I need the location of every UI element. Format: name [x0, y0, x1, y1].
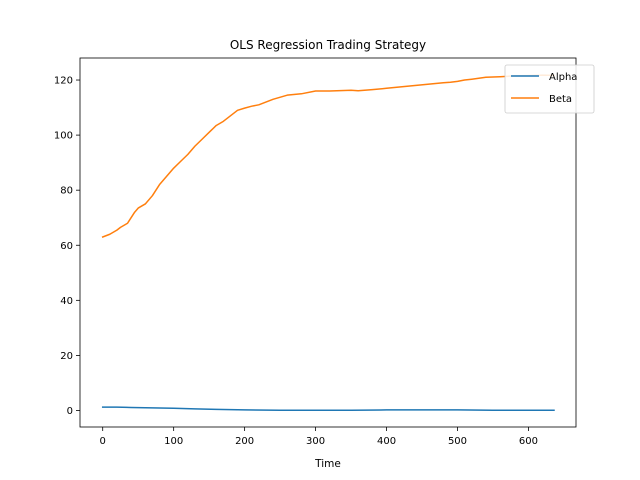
legend-box: [504, 64, 595, 114]
legend-label-alpha: Alpha: [549, 72, 577, 83]
axes-frame: [79, 57, 577, 428]
x-tick-label: 0: [100, 436, 106, 447]
y-tick-label: 100: [54, 131, 73, 142]
x-tick-label: 200: [235, 436, 254, 447]
legend-label-beta: Beta: [549, 94, 572, 105]
legend: Alpha Beta: [504, 64, 595, 114]
y-tick-label: 0: [67, 406, 73, 417]
y-axis: 0 20 40 60 80 100 120: [54, 76, 80, 417]
x-axis: 0 100 200 300 400 500 600: [100, 427, 538, 447]
x-tick-label: 600: [519, 436, 538, 447]
x-tick-label: 500: [448, 436, 467, 447]
y-tick-label: 80: [60, 186, 73, 197]
plot-area: [101, 74, 555, 411]
chart-title: OLS Regression Trading Strategy: [230, 38, 426, 52]
y-tick-label: 120: [54, 76, 73, 87]
y-tick-label: 40: [60, 296, 73, 307]
y-tick-label: 20: [60, 351, 73, 362]
x-tick-label: 100: [164, 436, 183, 447]
series-line-beta: [101, 74, 555, 238]
x-tick-label: 300: [306, 436, 325, 447]
x-axis-label: Time: [314, 458, 341, 470]
series-line-alpha: [101, 406, 555, 411]
x-tick-label: 400: [377, 436, 396, 447]
y-tick-label: 60: [60, 241, 73, 252]
